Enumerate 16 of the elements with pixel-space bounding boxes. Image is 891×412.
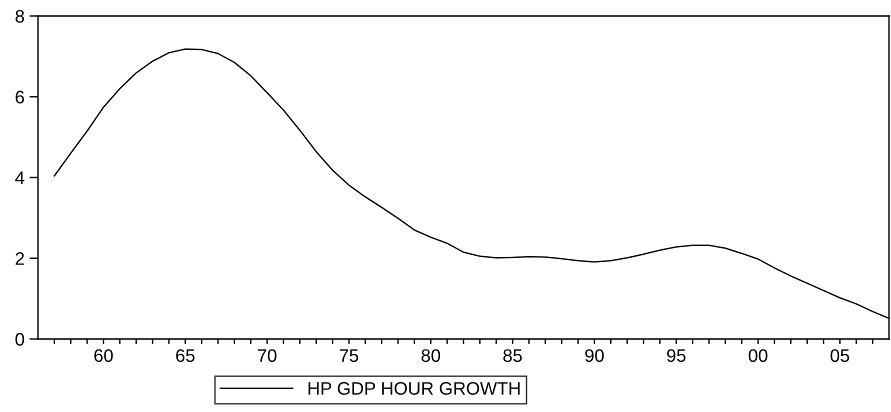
- x-tick-label: 75: [340, 349, 358, 362]
- x-tick-label: 05: [830, 349, 850, 362]
- x-tick-label: 90: [585, 349, 604, 362]
- x-tick-label: 95: [667, 349, 686, 362]
- x-tick-label: 80: [422, 349, 440, 362]
- y-tick-label: 2: [16, 252, 24, 265]
- y-tick-label: 0: [15, 332, 24, 346]
- y-tick-label: 8: [16, 10, 24, 23]
- x-tick-label: 60: [94, 349, 113, 362]
- legend-label: HP GDP HOUR GROWTH: [308, 382, 520, 395]
- y-tick-label: 6: [16, 90, 24, 104]
- y-tick-label: 4: [15, 172, 24, 184]
- x-tick-label: 65: [176, 349, 195, 362]
- x-tick-label: 85: [503, 349, 522, 362]
- x-tick-label: 00: [748, 349, 768, 362]
- x-tick-label: 70: [258, 349, 276, 362]
